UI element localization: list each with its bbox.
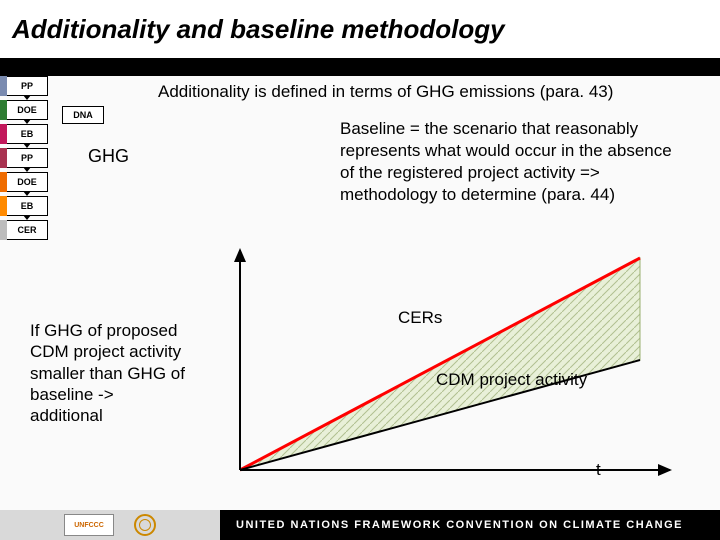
un-emblem-icon	[134, 514, 156, 536]
sidebar-item-pp: PP	[6, 148, 48, 168]
subtitle: Additionality is defined in terms of GHG…	[158, 82, 613, 102]
footer-logo-area: UNFCCC	[0, 510, 220, 540]
t-axis-label: t	[596, 460, 601, 480]
sidebar-item-label: PP	[21, 81, 33, 91]
sidebar-item-doe: DOE	[6, 172, 48, 192]
sidebar-item-cer: CER	[6, 220, 48, 240]
sidebar-tick-icon	[0, 196, 7, 216]
baseline-text: Baseline = the scenario that reasonably …	[340, 118, 690, 206]
sidebar-item-eb: EB	[6, 124, 48, 144]
dna-box: DNA	[62, 106, 104, 124]
footer: UNFCCC UNITED NATIONS FRAMEWORK CONVENTI…	[0, 510, 720, 540]
sidebar-item-eb: EB	[6, 196, 48, 216]
sidebar-tick-icon	[0, 148, 7, 168]
sidebar-item-label: PP	[21, 153, 33, 163]
title-bar: Additionality and baseline methodology	[0, 0, 720, 58]
cers-label: CERs	[398, 308, 442, 328]
bottom-text: If GHG of proposed CDM project activity …	[30, 320, 190, 426]
sidebar-item-doe: DOE	[6, 100, 48, 120]
sidebar-tick-icon	[0, 220, 7, 240]
cdm-label: CDM project activity	[436, 370, 587, 390]
sidebar-tick-icon	[0, 172, 7, 192]
sidebar-item-label: EB	[21, 201, 34, 211]
ghg-axis-label: GHG	[88, 146, 129, 167]
footer-text: UNITED NATIONS FRAMEWORK CONVENTION ON C…	[236, 519, 683, 531]
sidebar-item-pp: PP	[6, 76, 48, 96]
sidebar-item-label: EB	[21, 129, 34, 139]
sidebar-item-label: CER	[17, 225, 36, 235]
sidebar-item-label: DOE	[17, 105, 37, 115]
sidebar-tick-icon	[0, 76, 7, 96]
sidebar-item-label: DOE	[17, 177, 37, 187]
unfccc-logo-icon: UNFCCC	[64, 514, 114, 536]
page-title: Additionality and baseline methodology	[12, 14, 505, 45]
black-strip	[0, 58, 720, 76]
sidebar: PP DOE EB PP DOE EB CER	[6, 76, 64, 244]
sidebar-tick-icon	[0, 124, 7, 144]
sidebar-tick-icon	[0, 100, 7, 120]
